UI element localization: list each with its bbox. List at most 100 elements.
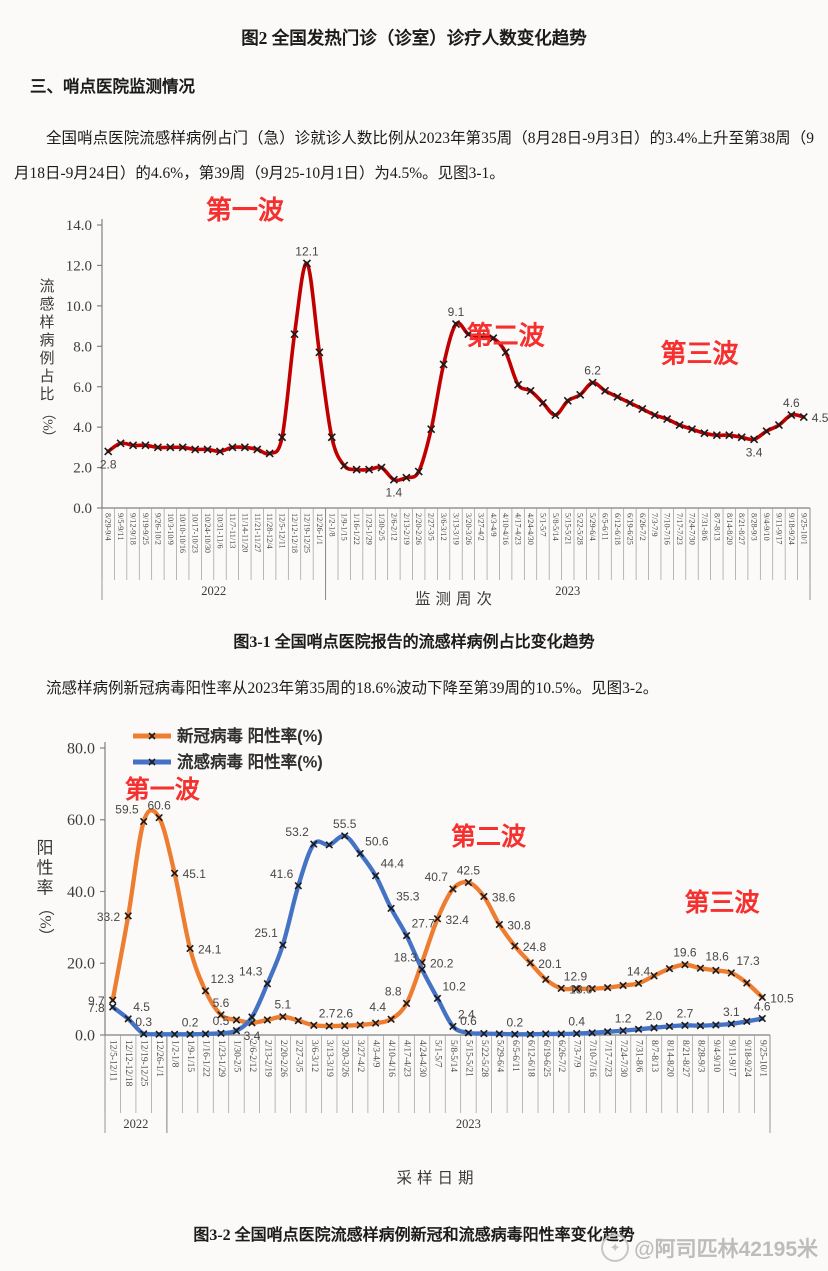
svg-text:率: 率	[37, 879, 54, 898]
svg-text:3/27-4/2: 3/27-4/2	[355, 1040, 365, 1072]
svg-text:（: （	[40, 406, 56, 420]
svg-text:12/12-12/18: 12/12-12/18	[290, 513, 299, 553]
svg-text:0.4: 0.4	[568, 1015, 585, 1029]
svg-text:50.6: 50.6	[365, 834, 389, 848]
svg-text:1/2-1/8: 1/2-1/8	[327, 513, 336, 537]
svg-text:1/30-2/5: 1/30-2/5	[377, 513, 386, 541]
svg-text:24.1: 24.1	[198, 943, 222, 957]
svg-text:第二波: 第二波	[451, 822, 527, 851]
svg-text:20.2: 20.2	[430, 957, 454, 971]
svg-text:监测周次: 监测周次	[415, 590, 497, 608]
svg-text:8.0: 8.0	[73, 339, 92, 355]
svg-text:8/28-9/3: 8/28-9/3	[750, 513, 759, 541]
svg-text:8/21-8/27: 8/21-8/27	[680, 1040, 690, 1077]
svg-text:20.1: 20.1	[538, 957, 562, 971]
svg-text:3/27-4/2: 3/27-4/2	[476, 513, 485, 541]
svg-text:4/17-4/23: 4/17-4/23	[402, 1040, 412, 1077]
svg-text:病: 病	[39, 332, 54, 349]
svg-text:12.9: 12.9	[564, 970, 588, 984]
svg-text:9/18-9/24: 9/18-9/24	[787, 513, 796, 545]
page-title: 图2 全国发热门诊（诊室）诊疗人数变化趋势	[241, 28, 587, 48]
svg-text:2.6: 2.6	[336, 1007, 353, 1021]
svg-text:2/6-2/12: 2/6-2/12	[247, 1040, 257, 1072]
svg-text:0.6: 0.6	[460, 1014, 477, 1028]
svg-text:1/16-1/22: 1/16-1/22	[352, 513, 361, 545]
svg-text:9/11-9/17: 9/11-9/17	[774, 513, 783, 545]
svg-text:1/2-1/8: 1/2-1/8	[170, 1040, 180, 1068]
svg-text:第三波: 第三波	[660, 338, 739, 368]
svg-text:1.2: 1.2	[615, 1012, 632, 1026]
paragraph-ili: 全国哨点医院流感样病例占门（急）诊就诊人数比例从2023年第35周（8月28日-…	[14, 130, 814, 182]
svg-text:7/17-7/23: 7/17-7/23	[675, 513, 684, 545]
svg-text:10.0: 10.0	[66, 299, 92, 315]
svg-text:4.5: 4.5	[133, 1000, 150, 1014]
svg-text:2.8: 2.8	[100, 457, 117, 471]
svg-text:2/27-3/5: 2/27-3/5	[293, 1040, 303, 1072]
svg-text:3.4: 3.4	[244, 1029, 261, 1043]
svg-text:流: 流	[39, 278, 54, 295]
svg-text:42.5: 42.5	[457, 864, 481, 878]
svg-text:7/31-8/6: 7/31-8/6	[634, 1040, 644, 1072]
svg-text:12.0: 12.0	[66, 259, 92, 275]
svg-text:4/24-4/30: 4/24-4/30	[417, 1040, 427, 1077]
watermark-text: @阿司匹林42195米	[634, 1238, 818, 1261]
svg-text:5/15-5/21: 5/15-5/21	[563, 513, 572, 545]
svg-text:第一波: 第一波	[206, 195, 285, 225]
svg-text:12/26-1/1: 12/26-1/1	[154, 1040, 164, 1077]
svg-text:2.0: 2.0	[73, 461, 92, 477]
svg-text:12.1: 12.1	[295, 244, 319, 258]
svg-text:40.0: 40.0	[67, 884, 95, 901]
svg-text:5/29-6/4: 5/29-6/4	[588, 513, 597, 541]
svg-text:8/7-8/13: 8/7-8/13	[712, 513, 721, 541]
svg-text:10/3-10/9: 10/3-10/9	[166, 513, 175, 545]
svg-text:8/29-9/4: 8/29-9/4	[104, 513, 113, 541]
svg-text:44.4: 44.4	[381, 857, 405, 871]
svg-text:45.1: 45.1	[183, 867, 207, 881]
svg-text:5/29-6/4: 5/29-6/4	[494, 1040, 504, 1072]
svg-text:2.4: 2.4	[458, 1007, 475, 1021]
svg-text:11/14-11/20: 11/14-11/20	[240, 513, 249, 552]
svg-text:24.8: 24.8	[523, 940, 547, 954]
svg-text:8.8: 8.8	[385, 984, 402, 998]
svg-text:6/12-6/18: 6/12-6/18	[613, 513, 622, 545]
svg-text:6/5-6/11: 6/5-6/11	[601, 513, 610, 540]
svg-text:8/14-8/20: 8/14-8/20	[664, 1040, 674, 1077]
svg-text:）: ）	[37, 928, 55, 944]
svg-text:0.2: 0.2	[182, 1015, 199, 1029]
svg-text:0.0: 0.0	[73, 501, 92, 517]
svg-text:10.2: 10.2	[443, 979, 467, 993]
svg-text:4.0: 4.0	[73, 420, 92, 436]
svg-text:60.6: 60.6	[147, 799, 171, 813]
svg-text:感: 感	[39, 296, 54, 313]
svg-text:6/5-6/11: 6/5-6/11	[510, 1040, 520, 1072]
svg-text:4/24-4/30: 4/24-4/30	[526, 513, 535, 545]
section-heading: 三、哨点医院监测情况	[30, 77, 195, 96]
ili-percentage-chart: 0.0 2.0 4.0 6.0 8.0 10.0 12.0 14.0 8/29-9/4 9/5-9…	[39, 195, 828, 608]
svg-text:11/28-12/4: 11/28-12/4	[265, 513, 274, 549]
svg-text:第三波: 第三波	[685, 888, 761, 917]
svg-text:12/19-12/25: 12/19-12/25	[302, 513, 311, 553]
svg-text:2/6-2/12: 2/6-2/12	[389, 513, 398, 541]
svg-text:1/9-1/15: 1/9-1/15	[340, 513, 349, 541]
svg-text:8/21-8/27: 8/21-8/27	[737, 513, 746, 545]
svg-text:2/13-2/19: 2/13-2/19	[402, 513, 411, 545]
svg-text:38.6: 38.6	[492, 891, 516, 905]
svg-text:4/3-4/9: 4/3-4/9	[371, 1040, 381, 1068]
svg-text:2023: 2023	[456, 1117, 481, 1131]
svg-text:10/24-10/30: 10/24-10/30	[203, 513, 212, 553]
svg-text:7/10-7/16: 7/10-7/16	[587, 1040, 597, 1077]
svg-text:3.1: 3.1	[723, 1005, 740, 1019]
paragraph-positivity: 流感样病例新冠病毒阳性率从2023年第35周的18.6%波动下降至第39周的10…	[46, 680, 659, 697]
svg-text:9/5-9/11: 9/5-9/11	[116, 513, 125, 540]
svg-text:2/20-2/26: 2/20-2/26	[414, 513, 423, 545]
svg-text:2.7: 2.7	[319, 1006, 336, 1020]
svg-text:4.6: 4.6	[754, 999, 771, 1013]
svg-text:10/10-10/16: 10/10-10/16	[178, 513, 187, 553]
svg-text:3/13-3/19: 3/13-3/19	[452, 513, 461, 545]
svg-text:6.2: 6.2	[584, 364, 601, 378]
svg-text:9/4-9/10: 9/4-9/10	[711, 1040, 721, 1072]
svg-text:12/5-12/11: 12/5-12/11	[278, 513, 287, 549]
svg-text:7/31-8/6: 7/31-8/6	[700, 513, 709, 541]
svg-text:3/6-3/12: 3/6-3/12	[309, 1040, 319, 1072]
svg-text:比: 比	[39, 386, 54, 403]
